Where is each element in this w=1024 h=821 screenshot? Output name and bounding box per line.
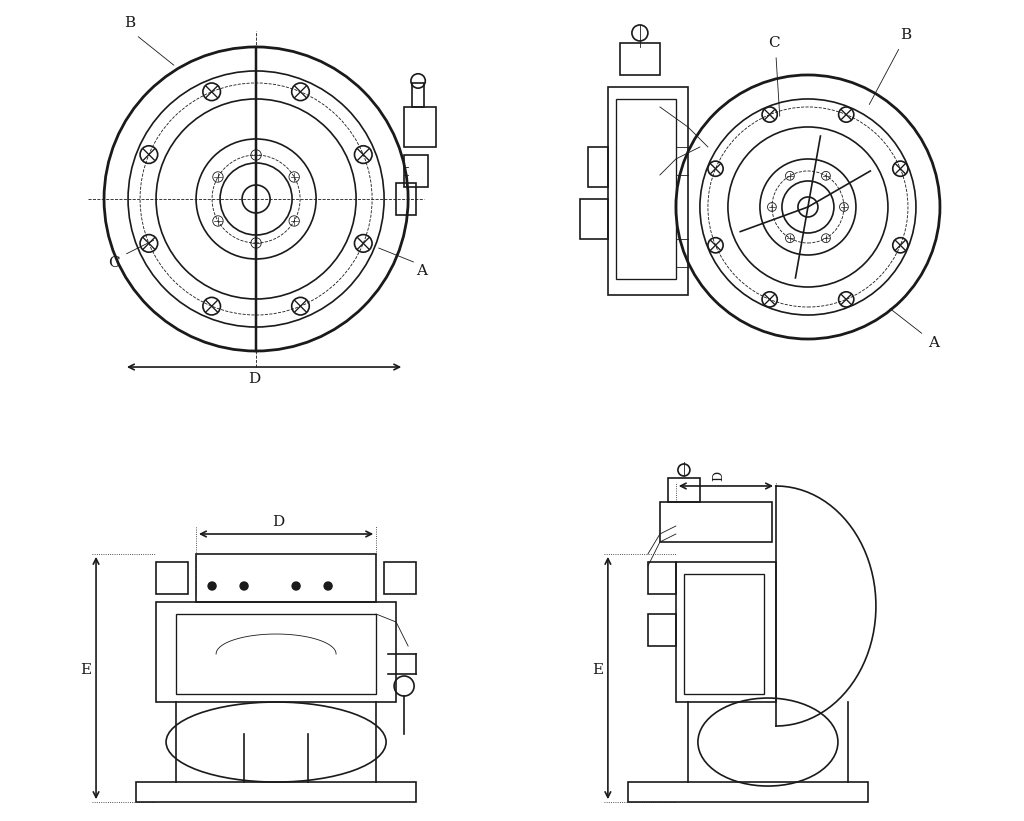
Circle shape [208, 582, 216, 590]
Text: B: B [900, 28, 911, 42]
Bar [659, 502, 772, 542]
Text: C: C [768, 36, 779, 50]
Bar [176, 614, 376, 694]
Text: C: C [109, 256, 120, 270]
Bar [412, 83, 424, 107]
Bar [156, 602, 396, 702]
Circle shape [292, 582, 300, 590]
Bar [676, 562, 776, 702]
Text: A: A [928, 336, 939, 350]
Circle shape [240, 582, 248, 590]
Bar [136, 782, 416, 802]
Bar [156, 562, 188, 594]
Bar [384, 562, 416, 594]
Text: E: E [80, 663, 91, 677]
Text: D: D [712, 471, 725, 481]
Bar [648, 614, 676, 646]
Bar [608, 87, 688, 295]
Bar [580, 199, 608, 239]
Bar [615, 99, 676, 279]
Bar [404, 107, 436, 147]
Text: D: D [248, 372, 260, 386]
Bar [396, 183, 416, 215]
Circle shape [324, 582, 332, 590]
Bar [620, 43, 659, 75]
Bar [648, 562, 676, 594]
Text: A: A [416, 264, 427, 278]
Bar [668, 478, 700, 502]
Bar [196, 554, 376, 602]
Bar [404, 155, 428, 187]
Bar [588, 147, 608, 187]
Bar [628, 782, 868, 802]
Bar [684, 574, 764, 694]
Text: E: E [592, 663, 603, 677]
Text: B: B [124, 16, 135, 30]
Text: D: D [272, 515, 285, 529]
